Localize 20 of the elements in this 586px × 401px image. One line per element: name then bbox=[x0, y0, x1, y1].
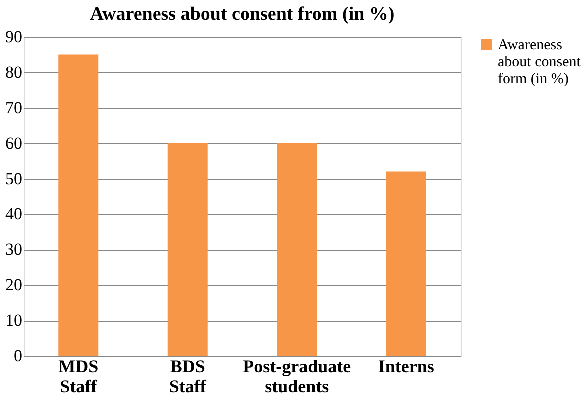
y-tick-label: 40 bbox=[6, 204, 22, 224]
bar bbox=[168, 143, 208, 356]
y-tick-label: 50 bbox=[6, 169, 22, 188]
x-tick-label: MDS Staff bbox=[58, 356, 99, 396]
x-tick-label: Post-graduate students bbox=[243, 356, 352, 396]
x-tick-label: Interns bbox=[378, 356, 434, 376]
x-tick-label: BDS Staff bbox=[169, 356, 208, 396]
bar bbox=[58, 54, 99, 356]
chart-title: Awareness about consent from (in %) bbox=[90, 4, 395, 25]
y-tick-label: 0 bbox=[14, 346, 22, 366]
bar bbox=[386, 172, 426, 356]
legend-label: Awareness about consent form (in %) bbox=[498, 38, 582, 88]
y-tick-label: 90 bbox=[6, 28, 22, 46]
y-tick-label: 60 bbox=[6, 134, 22, 153]
y-tick-label: 10 bbox=[6, 311, 22, 330]
y-tick-label: 70 bbox=[6, 98, 22, 118]
bar bbox=[277, 143, 318, 356]
y-tick-label: 20 bbox=[6, 276, 22, 295]
y-tick-label: 80 bbox=[6, 62, 22, 82]
y-tick-label: 30 bbox=[6, 240, 22, 260]
